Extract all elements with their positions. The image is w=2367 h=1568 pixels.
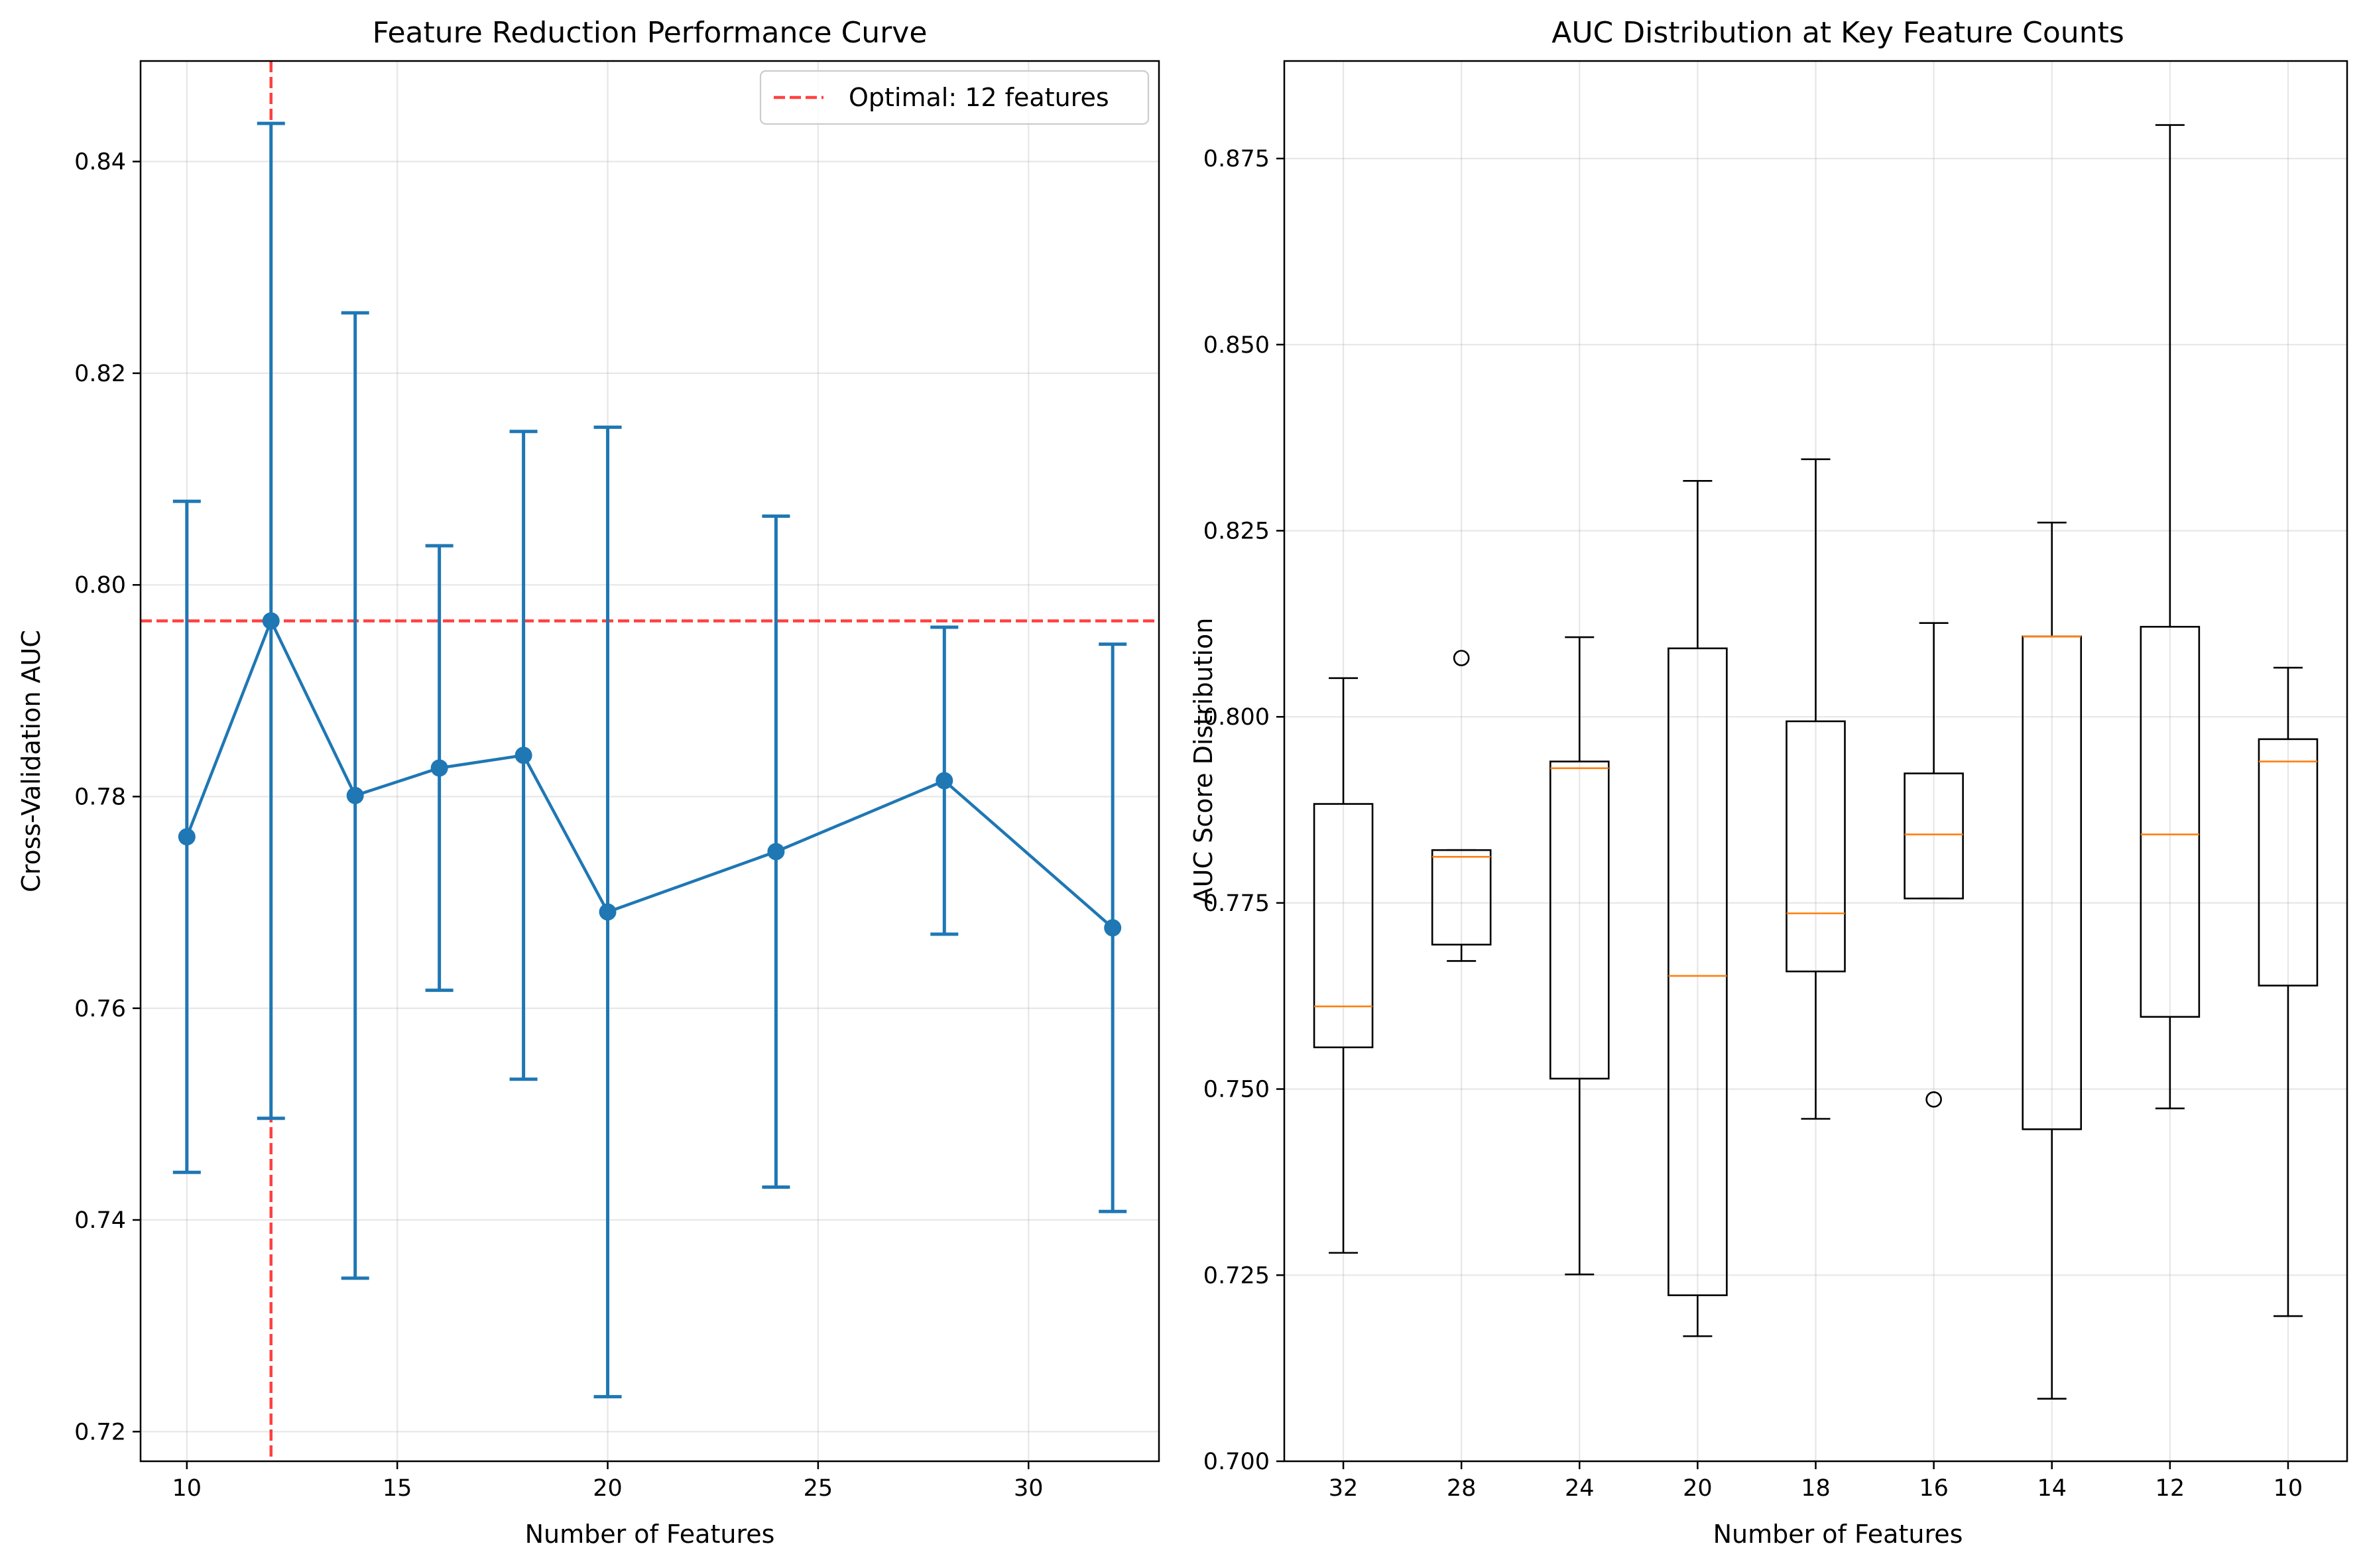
right-y-tick-label: 0.800 — [1203, 704, 1270, 731]
left-chart-title: Feature Reduction Performance Curve — [373, 16, 928, 50]
box-plot-18 — [1786, 458, 1846, 1120]
right-x-tick-label: 20 — [1683, 1475, 1713, 1502]
box-iqr — [1431, 849, 1492, 946]
auc-point — [178, 828, 196, 846]
right-y-tick-label: 0.850 — [1203, 332, 1270, 359]
right-x-tick-label: 24 — [1565, 1475, 1595, 1502]
left-x-axis-label: Number of Features — [525, 1520, 775, 1549]
box-plot-20 — [1668, 479, 1728, 1337]
left-y-tick-label: 0.72 — [74, 1419, 126, 1445]
left-y-tick-label: 0.74 — [74, 1207, 126, 1234]
right-y-tick-label: 0.875 — [1203, 146, 1270, 172]
right-x-tick-label: 18 — [1801, 1475, 1831, 1502]
auc-series — [178, 612, 1122, 937]
right-y-tick-label: 0.725 — [1203, 1262, 1270, 1289]
auc-point — [346, 786, 364, 804]
auc-point — [430, 759, 448, 777]
auc-point — [936, 772, 953, 790]
box-plot-10 — [2258, 666, 2319, 1317]
legend: Optimal: 12 features — [759, 70, 1150, 125]
right-x-tick-label: 28 — [1447, 1475, 1477, 1502]
right-y-axis-label: AUC Score Distribution — [1189, 618, 1218, 905]
left-y-axis-label: Cross-Validation AUC — [17, 630, 46, 892]
right-x-tick-label: 10 — [2274, 1475, 2303, 1502]
box-plot-24 — [1549, 636, 1610, 1276]
left-plot-frame — [139, 60, 1160, 1463]
left-y-tick-label: 0.78 — [74, 784, 126, 810]
auc-point — [1104, 919, 1122, 937]
box-iqr — [2140, 626, 2201, 1018]
box-outlier — [1925, 1091, 1942, 1108]
legend-label-optimal: Optimal: 12 features — [849, 83, 1109, 112]
box-plot-14 — [2022, 521, 2083, 1400]
auc-point — [262, 612, 280, 630]
left-y-tick-label: 0.80 — [74, 572, 126, 599]
box-iqr — [2258, 738, 2319, 987]
left-x-tick-label: 20 — [593, 1475, 623, 1502]
legend-box — [759, 70, 1150, 125]
left-x-tick-label: 10 — [172, 1475, 202, 1502]
left-x-tick-label: 25 — [804, 1475, 833, 1502]
box-plot-12 — [2140, 124, 2201, 1110]
box-iqr — [1904, 772, 1964, 900]
right-x-tick-label: 16 — [1919, 1475, 1949, 1502]
box-outlier — [1453, 650, 1470, 666]
left-y-tick-label: 0.82 — [74, 361, 126, 387]
right-x-axis-label: Number of Features — [1713, 1520, 1963, 1549]
right-y-tick-label: 0.700 — [1203, 1449, 1270, 1475]
left-x-tick-label: 15 — [383, 1475, 412, 1502]
right-x-ticks: 32 28 24 20 18 16 14 12 10 — [1329, 1461, 2303, 1502]
box-plots — [1313, 124, 2319, 1400]
right-y-tick-label: 0.825 — [1203, 518, 1270, 544]
right-x-tick-label: 32 — [1329, 1475, 1359, 1502]
right-y-tick-label: 0.750 — [1203, 1077, 1270, 1103]
right-x-tick-label: 14 — [2037, 1475, 2067, 1502]
box-iqr — [1786, 720, 1846, 973]
left-y-tick-label: 0.76 — [74, 996, 126, 1022]
auc-point — [767, 843, 785, 861]
auc-point — [599, 903, 617, 921]
box-iqr — [1313, 803, 1374, 1049]
box-plot-32 — [1313, 677, 1374, 1254]
right-chart-title: AUC Distribution at Key Feature Counts — [1551, 16, 2124, 50]
right-x-tick-label: 12 — [2155, 1475, 2185, 1502]
box-iqr — [1549, 760, 1610, 1080]
box-plot-16 — [1904, 622, 1964, 1108]
box-iqr — [1668, 647, 1728, 1296]
left-grid — [141, 61, 1159, 1461]
right-y-ticks: 0.700 0.725 0.750 0.775 0.800 0.825 0.850 0.875 — [1203, 146, 1284, 1475]
left-y-tick-label: 0.84 — [74, 149, 126, 176]
performance-curve-chart: Feature Reduction Performance Curve 10 15… — [17, 16, 1160, 1549]
left-y-ticks: 0.72 0.74 0.76 0.78 0.80 0.82 0.84 — [74, 149, 141, 1445]
box-plot-28 — [1431, 650, 1492, 962]
auc-point — [515, 747, 532, 764]
left-x-tick-label: 30 — [1014, 1475, 1044, 1502]
left-x-ticks: 10 15 20 25 30 — [172, 1461, 1044, 1502]
right-y-tick-label: 0.775 — [1203, 890, 1270, 917]
auc-distribution-chart: AUC Distribution at Key Feature Counts 3… — [1189, 16, 2348, 1549]
